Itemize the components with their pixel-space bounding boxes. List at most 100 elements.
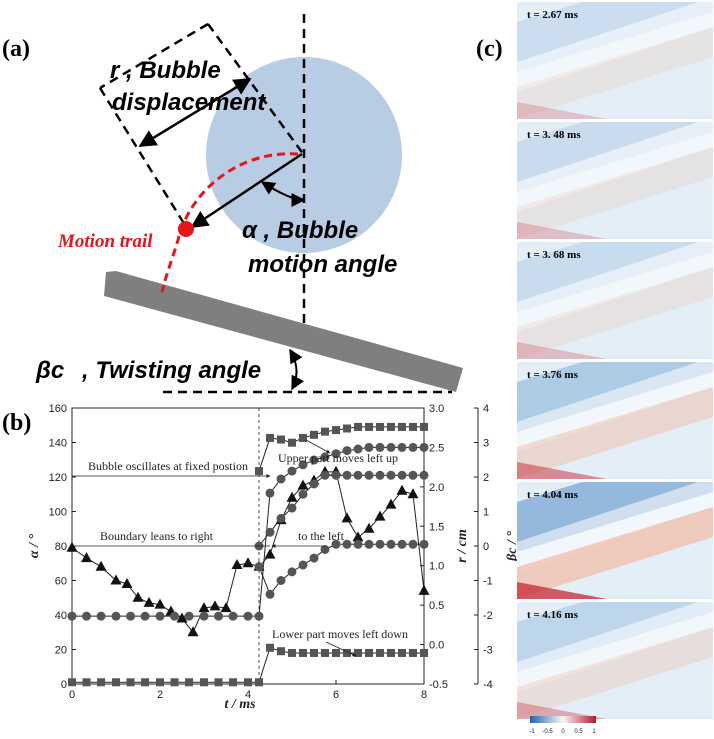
bubble-position-dot: [178, 221, 194, 237]
x-tick-label: 8: [421, 689, 427, 701]
data-point-square: [332, 648, 340, 657]
snapshot-band-white: [517, 482, 713, 572]
y-left-tick-label: 100: [49, 507, 67, 519]
data-point-circle: [96, 611, 106, 621]
data-point-triangle: [132, 591, 144, 602]
alpha-label-line2: motion angle: [248, 251, 397, 278]
annot-upper: Upper part moves left up: [278, 451, 398, 465]
data-point-circle: [375, 470, 385, 480]
data-point-square: [200, 678, 208, 687]
data-point-triangle: [264, 548, 276, 559]
data-point-circle: [331, 470, 341, 480]
data-point-circle: [276, 474, 286, 484]
data-point-circle: [331, 449, 341, 459]
data-point-circle: [243, 611, 253, 621]
colorbar-tick-label: 1: [592, 729, 596, 735]
data-point-square: [343, 424, 351, 433]
data-point-circle: [254, 611, 264, 621]
annot-boundary: Boundary leans to right: [100, 529, 214, 543]
y-left-axis-title: α / °: [27, 533, 42, 558]
data-point-circle: [408, 442, 418, 452]
data-point-square: [321, 648, 329, 657]
r-guide-right: [206, 23, 306, 156]
data-point-circle: [375, 442, 385, 452]
y-left-tick-label: 160: [49, 403, 67, 415]
data-point-circle: [342, 539, 352, 549]
data-point-circle: [170, 611, 180, 621]
y-beta-tick-label: 2: [483, 472, 489, 484]
data-point-triangle: [154, 598, 166, 609]
colorbar-tick-label: -1: [529, 729, 535, 735]
snapshot-band-darkred: [517, 102, 607, 119]
snapshot-band-darkred: [517, 582, 607, 599]
data-point-square: [244, 678, 252, 687]
snapshot-band-red: [517, 387, 713, 479]
data-point-square: [365, 422, 373, 431]
series-line-3: [258, 426, 424, 472]
data-point-square: [156, 678, 164, 687]
data-point-square: [255, 467, 263, 476]
data-point-circle: [320, 544, 330, 554]
motion-trail-label: Motion trail: [57, 231, 153, 252]
y-r-tick-label: 2.0: [429, 482, 444, 494]
data-point-square: [277, 647, 285, 656]
data-point-square: [387, 422, 395, 431]
colorbar-tick-label: -0.5: [542, 729, 553, 735]
snapshot-time-label: t = 3. 68 ms: [527, 249, 581, 261]
data-point-circle: [298, 489, 308, 499]
data-point-square: [409, 422, 417, 431]
data-point-triangle: [187, 626, 199, 637]
data-point-triangle: [121, 577, 133, 588]
data-point-square: [255, 678, 263, 687]
data-point-square: [310, 430, 318, 439]
data-point-circle: [298, 560, 308, 570]
data-point-square: [354, 422, 362, 431]
data-point-square: [420, 648, 428, 657]
r-label-line2: displacement: [112, 89, 266, 116]
data-point-square: [387, 648, 395, 657]
data-point-circle: [408, 470, 418, 480]
data-point-square: [420, 422, 428, 431]
data-point-triangle: [352, 531, 364, 542]
motion-trail-curve: [160, 152, 299, 293]
data-point-circle: [265, 589, 275, 599]
annot-oscillates: Bubble oscillates at fixed postion: [88, 459, 248, 473]
data-point-circle: [199, 611, 209, 621]
data-point-circle: [309, 455, 319, 465]
annot-arrow-lower: [325, 641, 357, 657]
data-point-triangle: [81, 552, 93, 563]
snapshot-band-white: [517, 602, 713, 692]
data-point-circle: [353, 470, 363, 480]
data-point-square: [185, 678, 194, 687]
snapshot-time-label: t = 4.04 ms: [527, 489, 579, 501]
data-point-circle: [140, 611, 150, 621]
snapshot-band-red: [517, 147, 713, 239]
data-point-triangle: [209, 600, 221, 611]
data-point-circle: [276, 576, 286, 585]
x-axis-title: t / ms: [224, 697, 256, 712]
data-point-circle: [375, 539, 385, 549]
snapshot-frame: t = 2.67 ms: [517, 2, 713, 119]
data-point-triangle: [297, 479, 309, 490]
colorbar-tick-label: 0.5: [574, 729, 583, 735]
data-point-triangle: [198, 602, 210, 613]
data-point-triangle: [341, 512, 353, 523]
chart-layer: 0 2 4 6 8020406080100120140160-0.50.00.51.01…: [49, 403, 493, 701]
annot-lower: Lower part moves left down: [272, 627, 408, 641]
y-left-tick-label: 120: [49, 472, 67, 484]
data-point-triangle: [286, 491, 298, 502]
y-left-tick-label: 80: [55, 541, 67, 553]
data-point-square: [365, 648, 373, 657]
y-beta-tick-label: -1: [483, 576, 493, 588]
y-beta-axis-title: βc / °: [505, 531, 520, 562]
data-point-circle: [228, 611, 238, 621]
data-point-circle: [419, 442, 429, 452]
data-point-triangle: [231, 558, 243, 569]
data-point-square: [126, 678, 135, 687]
data-point-circle: [184, 611, 194, 621]
series-line-0: [71, 471, 425, 634]
panel-c-snapshots: (c) t = 2.67 mst = 3. 48 mst = 3. 68 mst…: [476, 2, 713, 735]
colorbar-tick-label: 0: [561, 729, 565, 735]
panel-label-c: (c): [476, 36, 503, 62]
